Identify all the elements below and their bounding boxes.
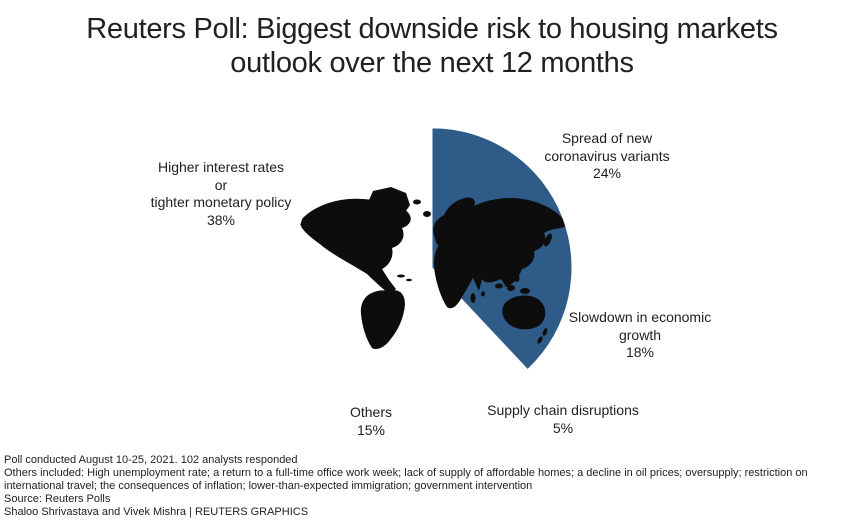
map-island-sumatra [495, 283, 503, 289]
map-island-japan [543, 233, 553, 247]
slice-value: 24% [592, 165, 622, 181]
footnotes: Poll conducted August 10-25, 2021. 102 a… [4, 454, 860, 519]
map-island-new-zealand-south [537, 336, 543, 344]
others-included-note: Others included: High unemployment rate;… [4, 467, 808, 492]
credit-note: Shaloo Shrivastava and Vivek Mishra | RE… [4, 506, 309, 518]
map-island-iceland [413, 199, 421, 205]
poll-info-note: Poll conducted August 10-25, 2021. 102 a… [4, 454, 298, 466]
map-island-sri-lanka [481, 291, 485, 297]
map-island-new-zealand-north [542, 328, 548, 336]
slice-label-supply-chain: Supply chain disruptions 5% [443, 402, 683, 437]
map-island-philippines [514, 274, 520, 282]
slice-label-line: tighter monetary policy [150, 194, 292, 210]
map-landmass-north-america [300, 198, 411, 295]
slice-value: 15% [356, 421, 386, 438]
slice-label-line: Others [349, 404, 392, 420]
slice-label-line: or [214, 176, 228, 193]
slice-label-line: coronavirus variants [544, 147, 670, 164]
slice-value: 5% [552, 419, 574, 436]
map-island-cuba [397, 274, 405, 278]
slice-label-others: Others 15% [321, 404, 421, 439]
map-island-new-guinea [520, 288, 530, 294]
slice-label-line: Supply chain disruptions [487, 402, 639, 418]
slice-label-higher-interest-rates: Higher interest rates or tighter monetar… [96, 159, 346, 229]
chart-title-line-1: Reuters Poll: Biggest downside risk to h… [86, 13, 778, 45]
world-map-silhouette [300, 187, 565, 350]
map-landmass-south-america [360, 290, 405, 350]
slice-label-line: Higher interest rates [157, 159, 285, 175]
slice-label-line: Slowdown in economic [568, 309, 712, 325]
slice-label-line: growth [618, 326, 662, 343]
pie-chart-svg [300, 128, 572, 369]
map-landmass-australia [502, 295, 546, 330]
slice-label-line: Spread of new [561, 130, 653, 146]
slice-value: 38% [206, 211, 236, 228]
chart-title-line-2: outlook over the next 12 months [230, 47, 634, 79]
map-island-hispaniola [406, 278, 412, 282]
chart-title: Reuters Poll: Biggest downside risk to h… [0, 12, 864, 80]
source-note: Source: Reuters Polls [4, 493, 111, 505]
slice-value: 18% [625, 344, 655, 360]
slice-label-coronavirus-variants: Spread of new coronavirus variants 24% [497, 130, 717, 183]
map-island-madagascar [470, 293, 476, 303]
pie-chart [293, 128, 572, 407]
map-island-borneo [507, 285, 515, 291]
map-island-britain [423, 211, 431, 217]
map-landmass-africa [434, 240, 481, 309]
slice-label-economic-slowdown: Slowdown in economic growth 18% [530, 309, 750, 362]
